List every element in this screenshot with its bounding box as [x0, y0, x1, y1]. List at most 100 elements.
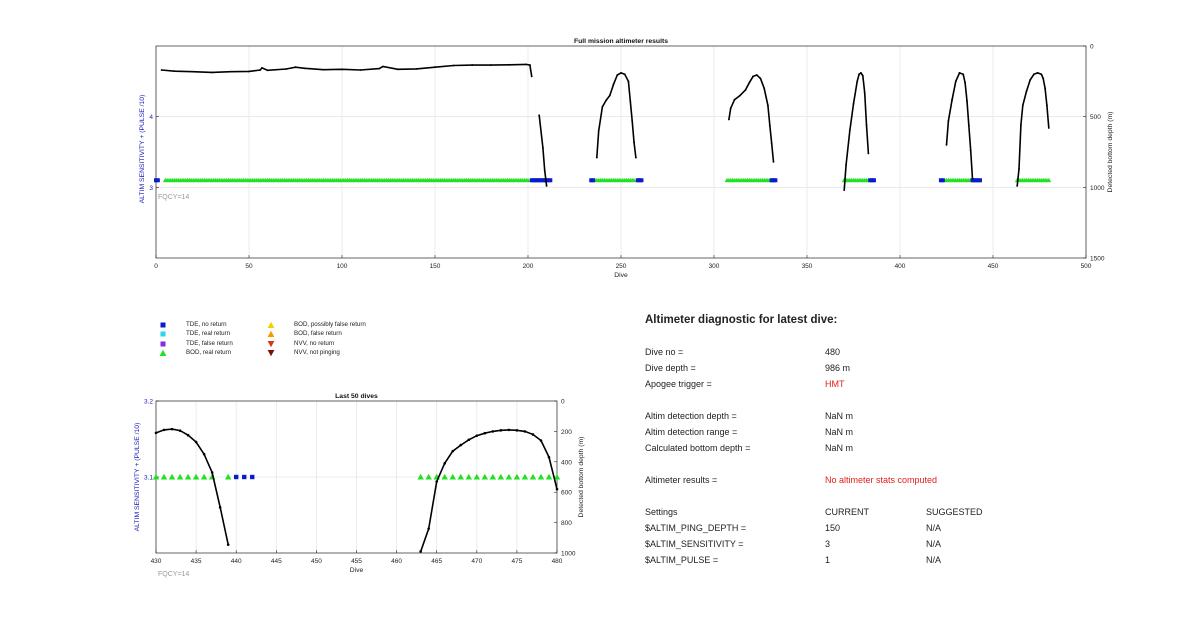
x-tick-label: 435	[191, 558, 202, 565]
depth-point	[508, 63, 511, 66]
depth-point	[727, 118, 730, 121]
setting-pulse-suggested: N/A	[926, 555, 942, 565]
bod-real-return-marker	[200, 473, 208, 480]
depth-point	[1036, 71, 1039, 74]
depth-point	[186, 433, 190, 437]
depth-point	[958, 71, 961, 74]
depth-point	[452, 64, 455, 67]
depth-point	[210, 71, 213, 74]
y-right-tick-label: 400	[561, 459, 572, 466]
y-right-tick-label: 0	[561, 399, 565, 406]
depth-point	[856, 80, 859, 83]
depth-point	[752, 75, 754, 78]
x-tick-label: 445	[271, 558, 282, 565]
depth-series-line	[843, 71, 870, 191]
depth-point	[739, 94, 741, 97]
bod-real-return-marker	[489, 473, 497, 480]
calculated-bottom-depth-label: Calculated bottom depth =	[645, 443, 751, 453]
legend-item-label: BOD, real return	[186, 348, 232, 356]
tde-no-return-marker	[234, 474, 239, 480]
depth-point	[285, 68, 288, 70]
depth-point	[1016, 185, 1019, 187]
depth-series-line	[161, 63, 533, 77]
depth-point	[729, 107, 732, 110]
depth-point	[491, 430, 495, 433]
depth-point	[865, 124, 868, 127]
depth-point	[954, 80, 957, 83]
y-left-tick-label: 3.2	[144, 399, 153, 406]
depth-point	[528, 64, 531, 66]
depth-point	[202, 452, 206, 456]
depth-point	[210, 471, 214, 474]
x-tick-label: 400	[895, 263, 906, 270]
y-right-tick-label: 500	[1090, 114, 1101, 121]
depth-point	[229, 70, 232, 73]
x-tick-label: 475	[511, 558, 522, 565]
y-right-tick-label: 1000	[561, 551, 576, 558]
depth-point	[733, 98, 736, 101]
depth-point	[601, 105, 604, 108]
bod-real-return-marker	[513, 473, 521, 480]
depth-point	[530, 75, 533, 78]
y-right-tick-label: 1000	[1090, 185, 1105, 192]
settings-header-label: Settings	[645, 507, 678, 517]
setting-ping-depth-suggested: N/A	[926, 523, 942, 533]
depth-point	[266, 69, 269, 72]
depth-point	[1021, 104, 1024, 107]
altim-detection-range-label: Altim detection range =	[645, 427, 738, 437]
depth-point	[947, 120, 950, 122]
legend-item-label: BOD, false return	[294, 330, 342, 338]
x-tick-label: 460	[391, 558, 402, 565]
depth-point	[226, 543, 230, 546]
x-tick-label: 450	[311, 558, 322, 565]
bod-real-return-marker	[497, 473, 505, 480]
depth-point	[966, 100, 968, 103]
depth-point	[1025, 90, 1028, 93]
bod-real-return-marker	[1046, 177, 1052, 183]
depth-point	[768, 124, 771, 127]
legend-marker-icon	[160, 322, 166, 328]
depth-point	[547, 455, 551, 459]
depth-point	[1029, 79, 1032, 81]
depth-point	[459, 443, 463, 447]
y-right-axis-label: Detected bottom depth (m)	[1107, 112, 1114, 193]
depth-point	[170, 427, 174, 431]
depth-point	[359, 69, 362, 71]
depth-point	[543, 169, 546, 172]
legend-marker-icon	[267, 321, 275, 328]
marker-legend: TDE, no return TDE, real return TDE, false…	[158, 320, 398, 362]
depth-point	[627, 80, 630, 83]
x-tick-label: 480	[552, 558, 563, 565]
legend-marker-icon	[160, 331, 166, 337]
y-left-tick-label: 3	[149, 185, 153, 192]
chart-title: Full mission altimeter results	[574, 38, 668, 45]
y-right-tick-label: 200	[561, 429, 572, 436]
depth-point	[427, 527, 430, 530]
x-tick-label: 250	[616, 263, 627, 270]
y-right-axis-label: Detected bottom depth (m)	[578, 437, 585, 518]
y-left-axis-label: ALTIM SENSITIVITY + (PULSE /10)	[139, 95, 146, 204]
depth-series-line	[419, 429, 558, 552]
bod-real-return-marker	[631, 177, 637, 183]
x-tick-label: 430	[151, 558, 162, 565]
altim-detection-range-value: NaN m	[825, 427, 854, 437]
depth-point	[415, 67, 418, 70]
dive-depth-label: Dive depth =	[645, 363, 696, 373]
depth-point	[515, 429, 519, 432]
legend-item-label: BOD, possibly false return	[294, 321, 366, 328]
depth-point	[471, 64, 474, 66]
altimeter-results-label: Altimeter results =	[645, 475, 718, 485]
altimeter-diagnostic-panel: Altimeter diagnostic for latest dive: Di…	[645, 314, 1165, 594]
depth-point	[192, 70, 195, 73]
bod-real-return-marker	[417, 473, 424, 480]
bod-real-return-marker	[168, 473, 176, 480]
chart-title: Last 50 dives	[335, 393, 378, 400]
legend-marker-icon	[267, 340, 275, 347]
depth-point	[539, 439, 543, 442]
tde-no-return-marker	[155, 178, 160, 183]
depth-point	[962, 73, 965, 76]
depth-point	[845, 163, 847, 166]
depth-point	[964, 81, 966, 84]
depth-point	[443, 462, 447, 465]
